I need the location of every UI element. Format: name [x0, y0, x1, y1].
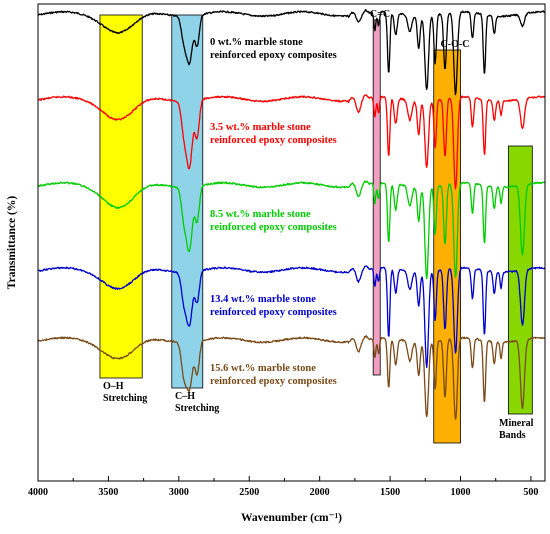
plot-frame — [37, 3, 546, 482]
x-axis-ticks: 4000 3500 3000 2500 2000 1500 1000 500 — [28, 476, 538, 498]
band-label-cc: C=C — [370, 9, 390, 20]
series-label-2: 8.5 wt.% marble stone — [210, 209, 311, 220]
series-line-0 — [37, 9, 546, 96]
x-tick-label: 2000 — [310, 487, 330, 498]
band-label-mineral: Bands — [499, 430, 526, 441]
series-line-1 — [37, 94, 546, 190]
series-label-2: reinforced epoxy composites — [210, 222, 337, 233]
band-label-oh: Stretching — [103, 393, 147, 404]
band-label-coc: C-O-C — [441, 39, 470, 50]
spectra-series — [37, 9, 546, 420]
series-label-0: 0 wt.% marble stone — [210, 37, 303, 48]
band-label-ch: C–H — [175, 391, 195, 402]
series-label-4: reinforced epoxy composites — [210, 376, 337, 387]
series-label-1: 3.5 wt.% marble stone — [210, 122, 311, 133]
x-tick-label: 3000 — [169, 487, 189, 498]
series-label-1: reinforced epoxy composites — [210, 135, 337, 146]
series-label-3: 13.4 wt.% marble stone — [210, 294, 316, 305]
band-label-oh: O–H — [103, 381, 124, 392]
series-labels: 0 wt.% marble stone reinforced epoxy comp… — [210, 37, 337, 387]
x-tick-label: 2500 — [239, 487, 259, 498]
series-line-3 — [37, 265, 546, 369]
x-tick-label: 1500 — [380, 487, 400, 498]
band-label-ch: Stretching — [175, 403, 219, 414]
series-label-4: 15.6 wt.% marble stone — [210, 363, 316, 374]
x-tick-label: 500 — [523, 487, 538, 498]
band-ch — [171, 14, 204, 389]
series-label-3: reinforced epoxy composites — [210, 307, 337, 318]
x-tick-label: 3500 — [98, 487, 118, 498]
series-line-2 — [37, 180, 546, 280]
annotation-bands — [99, 14, 533, 444]
y-axis-title: Transmittance (%) — [6, 196, 18, 290]
series-label-0: reinforced epoxy composites — [210, 50, 337, 61]
x-tick-label: 4000 — [28, 487, 48, 498]
band-oh — [99, 14, 143, 379]
band-label-mineral: Mineral — [499, 418, 534, 429]
series-line-4 — [37, 335, 546, 420]
x-axis-title: Wavenumber (cm⁻¹) — [241, 512, 342, 524]
x-tick-label: 1000 — [451, 487, 471, 498]
